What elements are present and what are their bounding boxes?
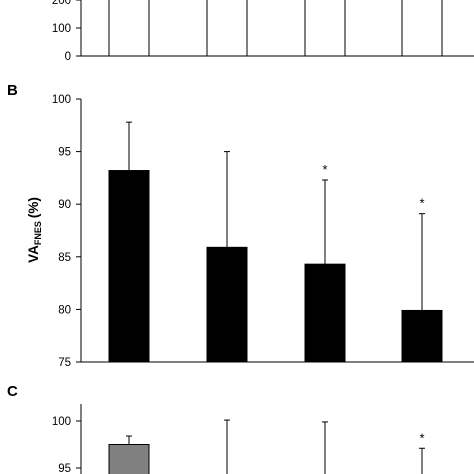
panel-b-significance-marker: * xyxy=(419,196,424,211)
panel-b-y-axis-label: VAFNES (%) xyxy=(26,197,43,263)
panel-b-bar xyxy=(401,309,443,363)
panel-b-significance-marker: * xyxy=(322,162,327,177)
panel-b-y-tick-label: 90 xyxy=(58,199,71,211)
panel-b: B VAFNES (%) 75 80 85 90 95 100 * * xyxy=(7,82,474,369)
panel-b-y-tick-label: 100 xyxy=(52,94,71,106)
panel-b-bar xyxy=(304,263,346,363)
panel-a: 0 100 200 xyxy=(52,0,474,63)
panel-b-letter: B xyxy=(7,82,18,99)
panel-b-y-tick-label: 80 xyxy=(58,304,71,316)
panel-b-bar xyxy=(206,246,248,363)
y-axis-label-subscript: FNES xyxy=(33,221,43,245)
panel-b-y-tick-label: 75 xyxy=(58,357,71,369)
y-axis-label-main: VA xyxy=(26,245,41,263)
panel-b-y-tick-label: 95 xyxy=(58,147,71,159)
panel-c-y-tick-label: 100 xyxy=(52,416,71,428)
panel-b-bar xyxy=(108,170,150,363)
panel-c-bar xyxy=(108,444,150,474)
panel-c: C 95 100 * xyxy=(7,383,425,474)
y-axis-label-unit: (%) xyxy=(26,197,41,218)
panel-c-significance-marker: * xyxy=(419,430,424,445)
panel-b-y-tick-label: 85 xyxy=(58,252,71,264)
panel-c-letter: C xyxy=(7,383,18,400)
panel-a-y-tick-label: 100 xyxy=(52,23,71,35)
panel-c-y-tick-label: 95 xyxy=(58,463,71,474)
panel-a-y-tick-label: 0 xyxy=(65,51,71,63)
panel-a-y-tick-label: 200 xyxy=(52,0,71,7)
